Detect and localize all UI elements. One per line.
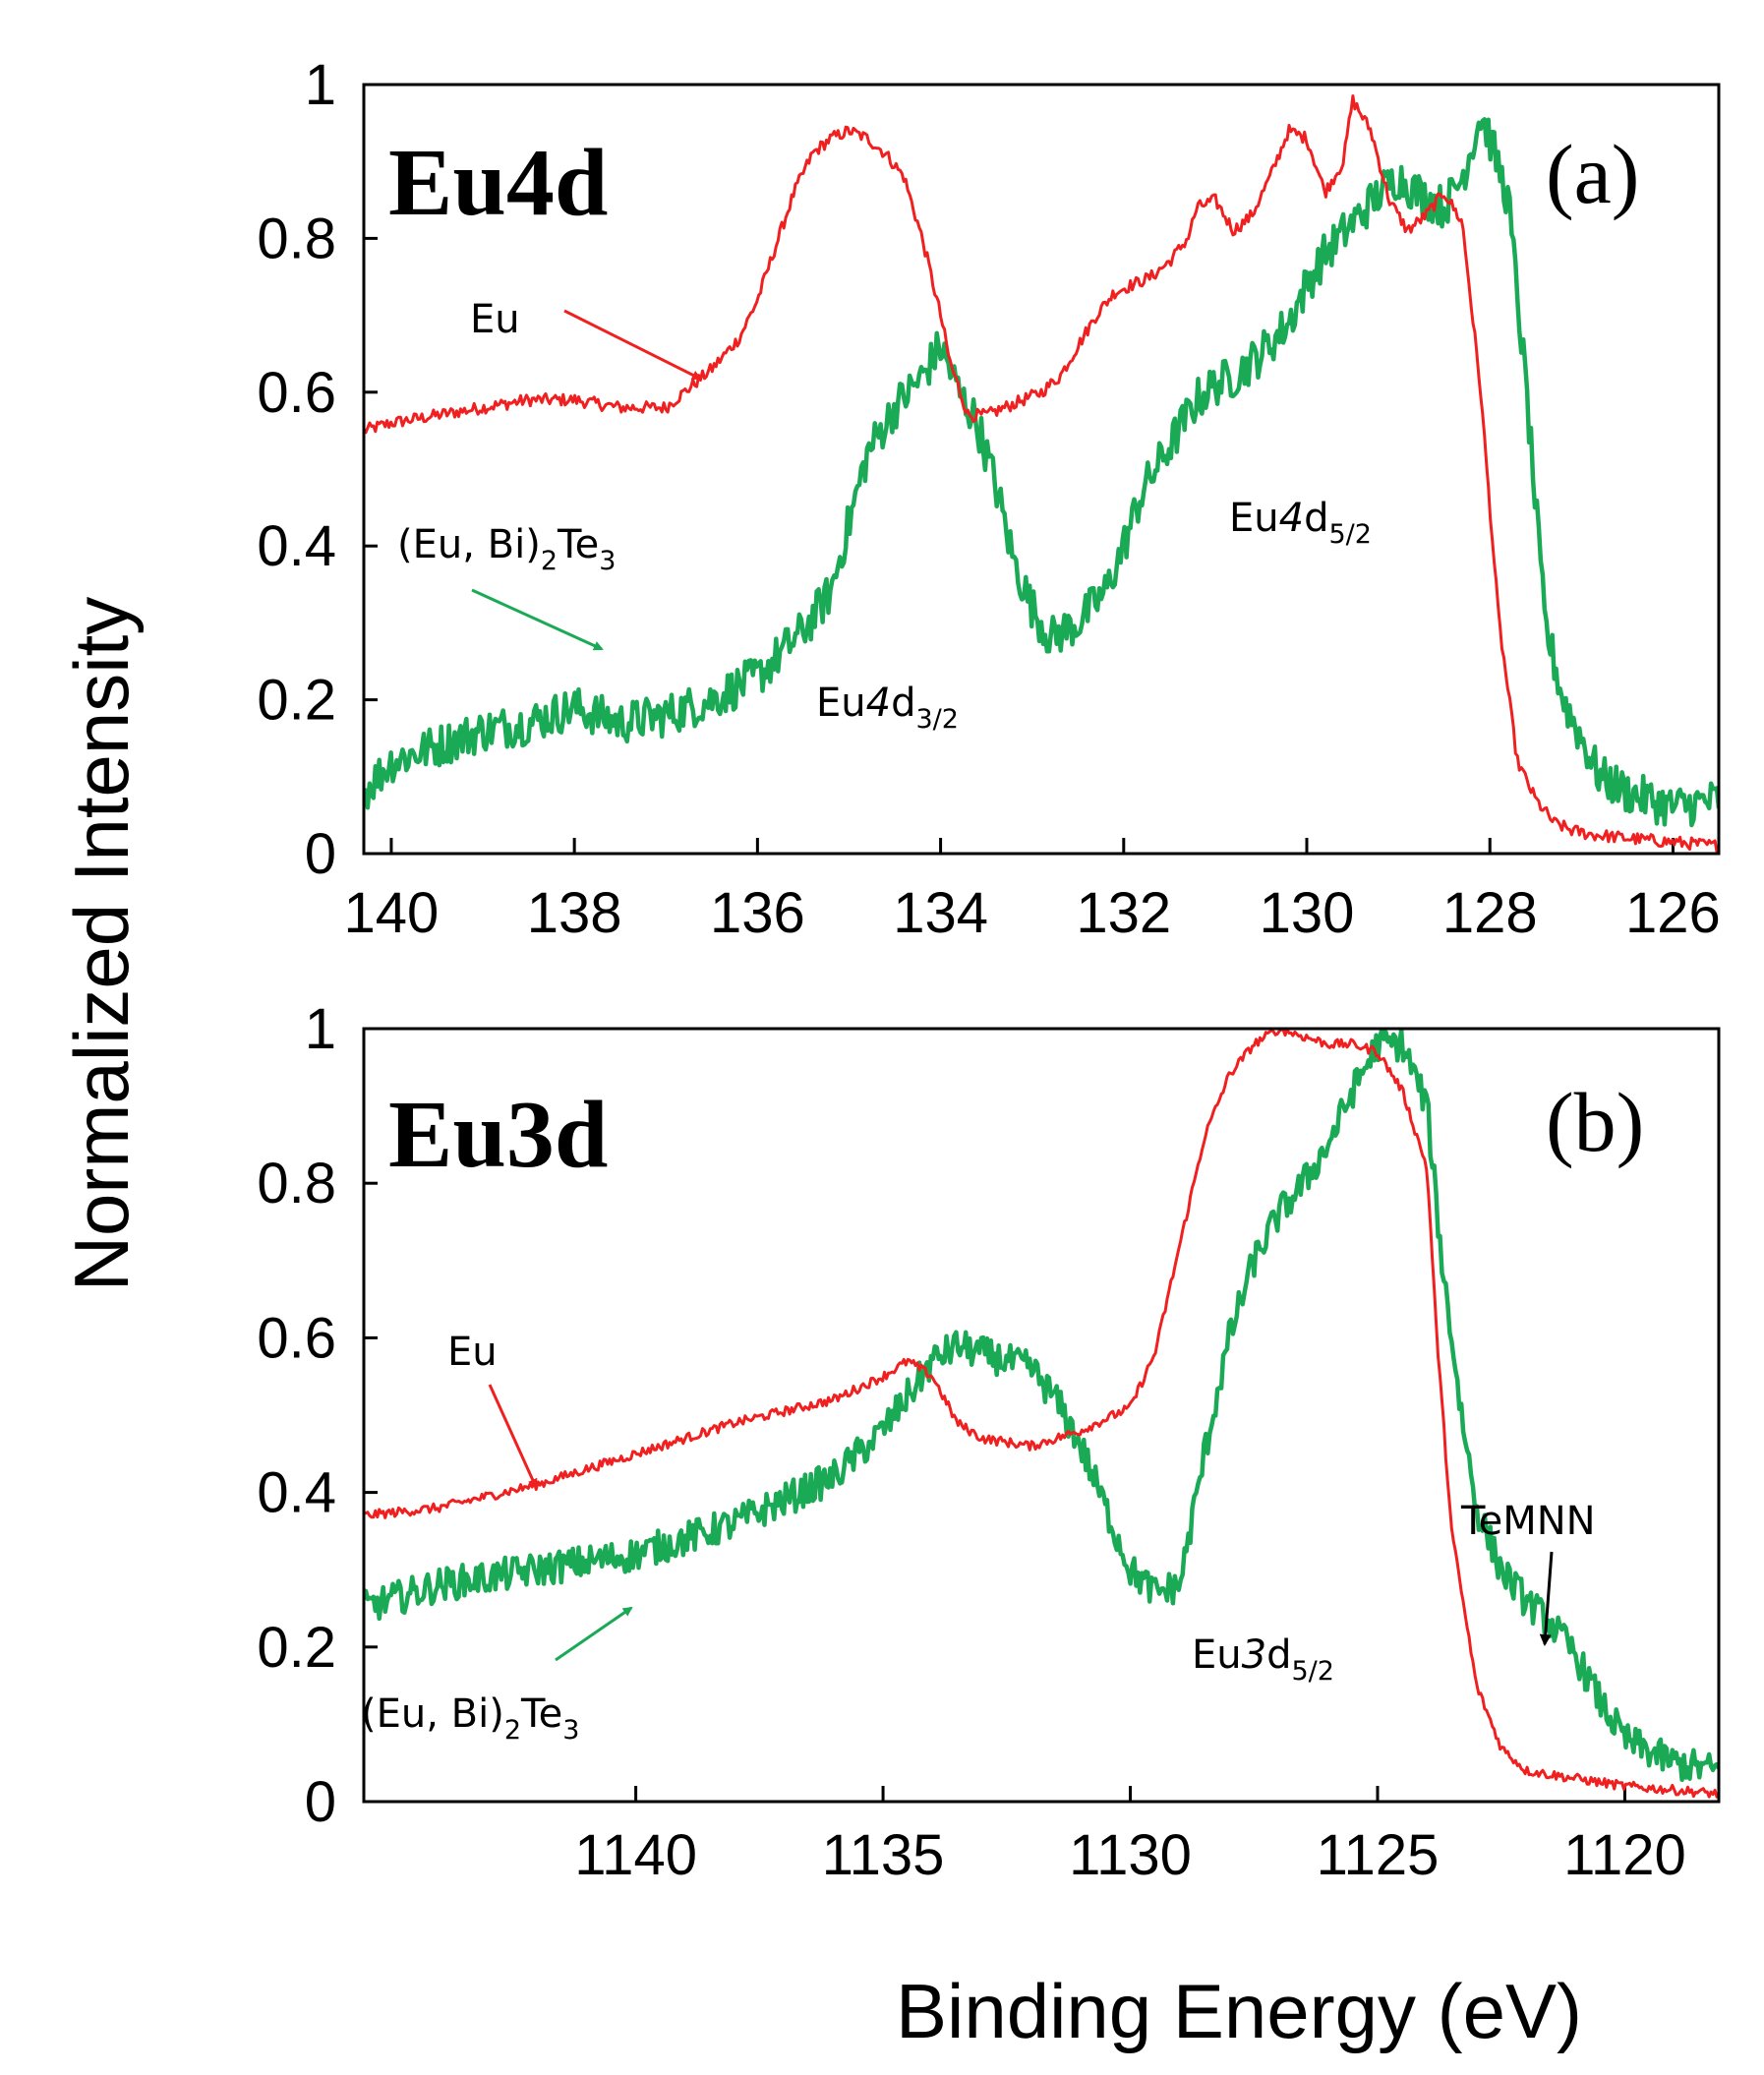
panel-a-peak-eu4d52: Eu4d5/2 — [1229, 496, 1372, 550]
panel-b-eu-label: Eu — [447, 1330, 498, 1375]
panel-a-ytick-label: 0.8 — [257, 207, 336, 270]
panel-b-eu-arrow — [488, 1384, 538, 1489]
panel-a-label: (a) — [1546, 127, 1639, 221]
panel-b-xticks: 1140 1135 1130 1125 1120 — [574, 1786, 1686, 1887]
panel-a-eubite-label: (Eu, Bi)2Te3 — [397, 522, 616, 576]
panel-a-frame — [362, 83, 1721, 856]
panel-a-xtick-label: 134 — [893, 881, 988, 945]
panel-b-ytick-label: 0 — [305, 1770, 336, 1834]
panel-b-temnn-label: TeMNN — [1460, 1499, 1596, 1544]
panel-a-eu-series-line — [364, 94, 1719, 854]
y-axis-label: Normalized Intensity — [58, 597, 145, 1292]
panel-a-eu-label: Eu — [470, 297, 520, 342]
panel-b: 0 0.2 0.4 0.6 0.8 1 1140 1135 1130 1125 1120 Eu3d… — [257, 997, 1721, 1887]
panel-b-temnn-arrow — [1539, 1551, 1554, 1646]
panel-a-ytick-label: 0.6 — [257, 361, 336, 425]
panel-a-ytick-label: 0.2 — [257, 669, 336, 733]
panel-a-eubite-series-line — [364, 117, 1719, 828]
panel-a-title: Eu4d — [388, 130, 608, 236]
panel-a-xticks: 140 138 136 134 132 130 128 126 — [344, 838, 1721, 945]
panel-b-ytick-label: 0.8 — [257, 1152, 336, 1215]
panel-b-xtick-label: 1120 — [1563, 1823, 1686, 1887]
panel-b-eubite-arrow — [555, 1606, 633, 1662]
panel-a-ytick-label: 0 — [305, 822, 336, 886]
panel-b-frame — [362, 1027, 1721, 1804]
panel-a-xtick-label: 136 — [710, 881, 805, 945]
panel-b-eu-series-line — [364, 1029, 1719, 1799]
panel-a-xtick-label: 138 — [527, 881, 622, 945]
panel-b-yticks: 0 0.2 0.4 0.6 0.8 1 — [257, 997, 378, 1834]
panel-b-label: (b) — [1546, 1075, 1644, 1169]
panel-a-eubite-arrow — [471, 588, 604, 651]
panel-b-ytick-label: 0.4 — [257, 1461, 336, 1525]
panel-a-eu-arrow — [563, 309, 702, 381]
panel-b-eubite-label: (Eu, Bi)2Te3 — [361, 1691, 579, 1746]
panel-a-xtick-label: 132 — [1076, 881, 1171, 945]
panel-a-ytick-label: 0.4 — [257, 514, 336, 578]
panel-b-peak-eu3d52: Eu3d5/2 — [1192, 1632, 1334, 1687]
panel-a-xtick-label: 128 — [1442, 881, 1538, 945]
panel-a: 00.20.40.60.81 140 138 136 134 132 130 128 126 … — [257, 53, 1720, 945]
panel-a-peak-eu4d32: Eu4d3/2 — [816, 681, 959, 735]
panel-b-ytick-label: 0.2 — [257, 1616, 336, 1680]
panel-b-xtick-label: 1130 — [1069, 1823, 1192, 1887]
panel-b-title: Eu3d — [388, 1082, 608, 1188]
panel-a-ytick-label: 1 — [305, 53, 336, 117]
panel-a-xtick-label: 140 — [344, 881, 440, 945]
panel-b-ytick-label: 1 — [305, 997, 336, 1061]
panel-a-xtick-label: 130 — [1260, 881, 1355, 945]
panel-b-xtick-label: 1135 — [822, 1823, 945, 1887]
panel-b-eubite-series-line — [364, 1029, 1719, 1783]
panel-b-xtick-label: 1140 — [574, 1823, 697, 1887]
panel-b-xtick-label: 1125 — [1317, 1823, 1440, 1887]
panel-a-yticks: 0 0.2 0.4 0.6 0.8 1 — [257, 53, 378, 886]
panel-a-xtick-label: 126 — [1625, 881, 1721, 945]
x-axis-label: Binding Energy (eV) — [896, 1968, 1582, 2054]
panel-b-ytick-label: 0.6 — [257, 1306, 336, 1370]
